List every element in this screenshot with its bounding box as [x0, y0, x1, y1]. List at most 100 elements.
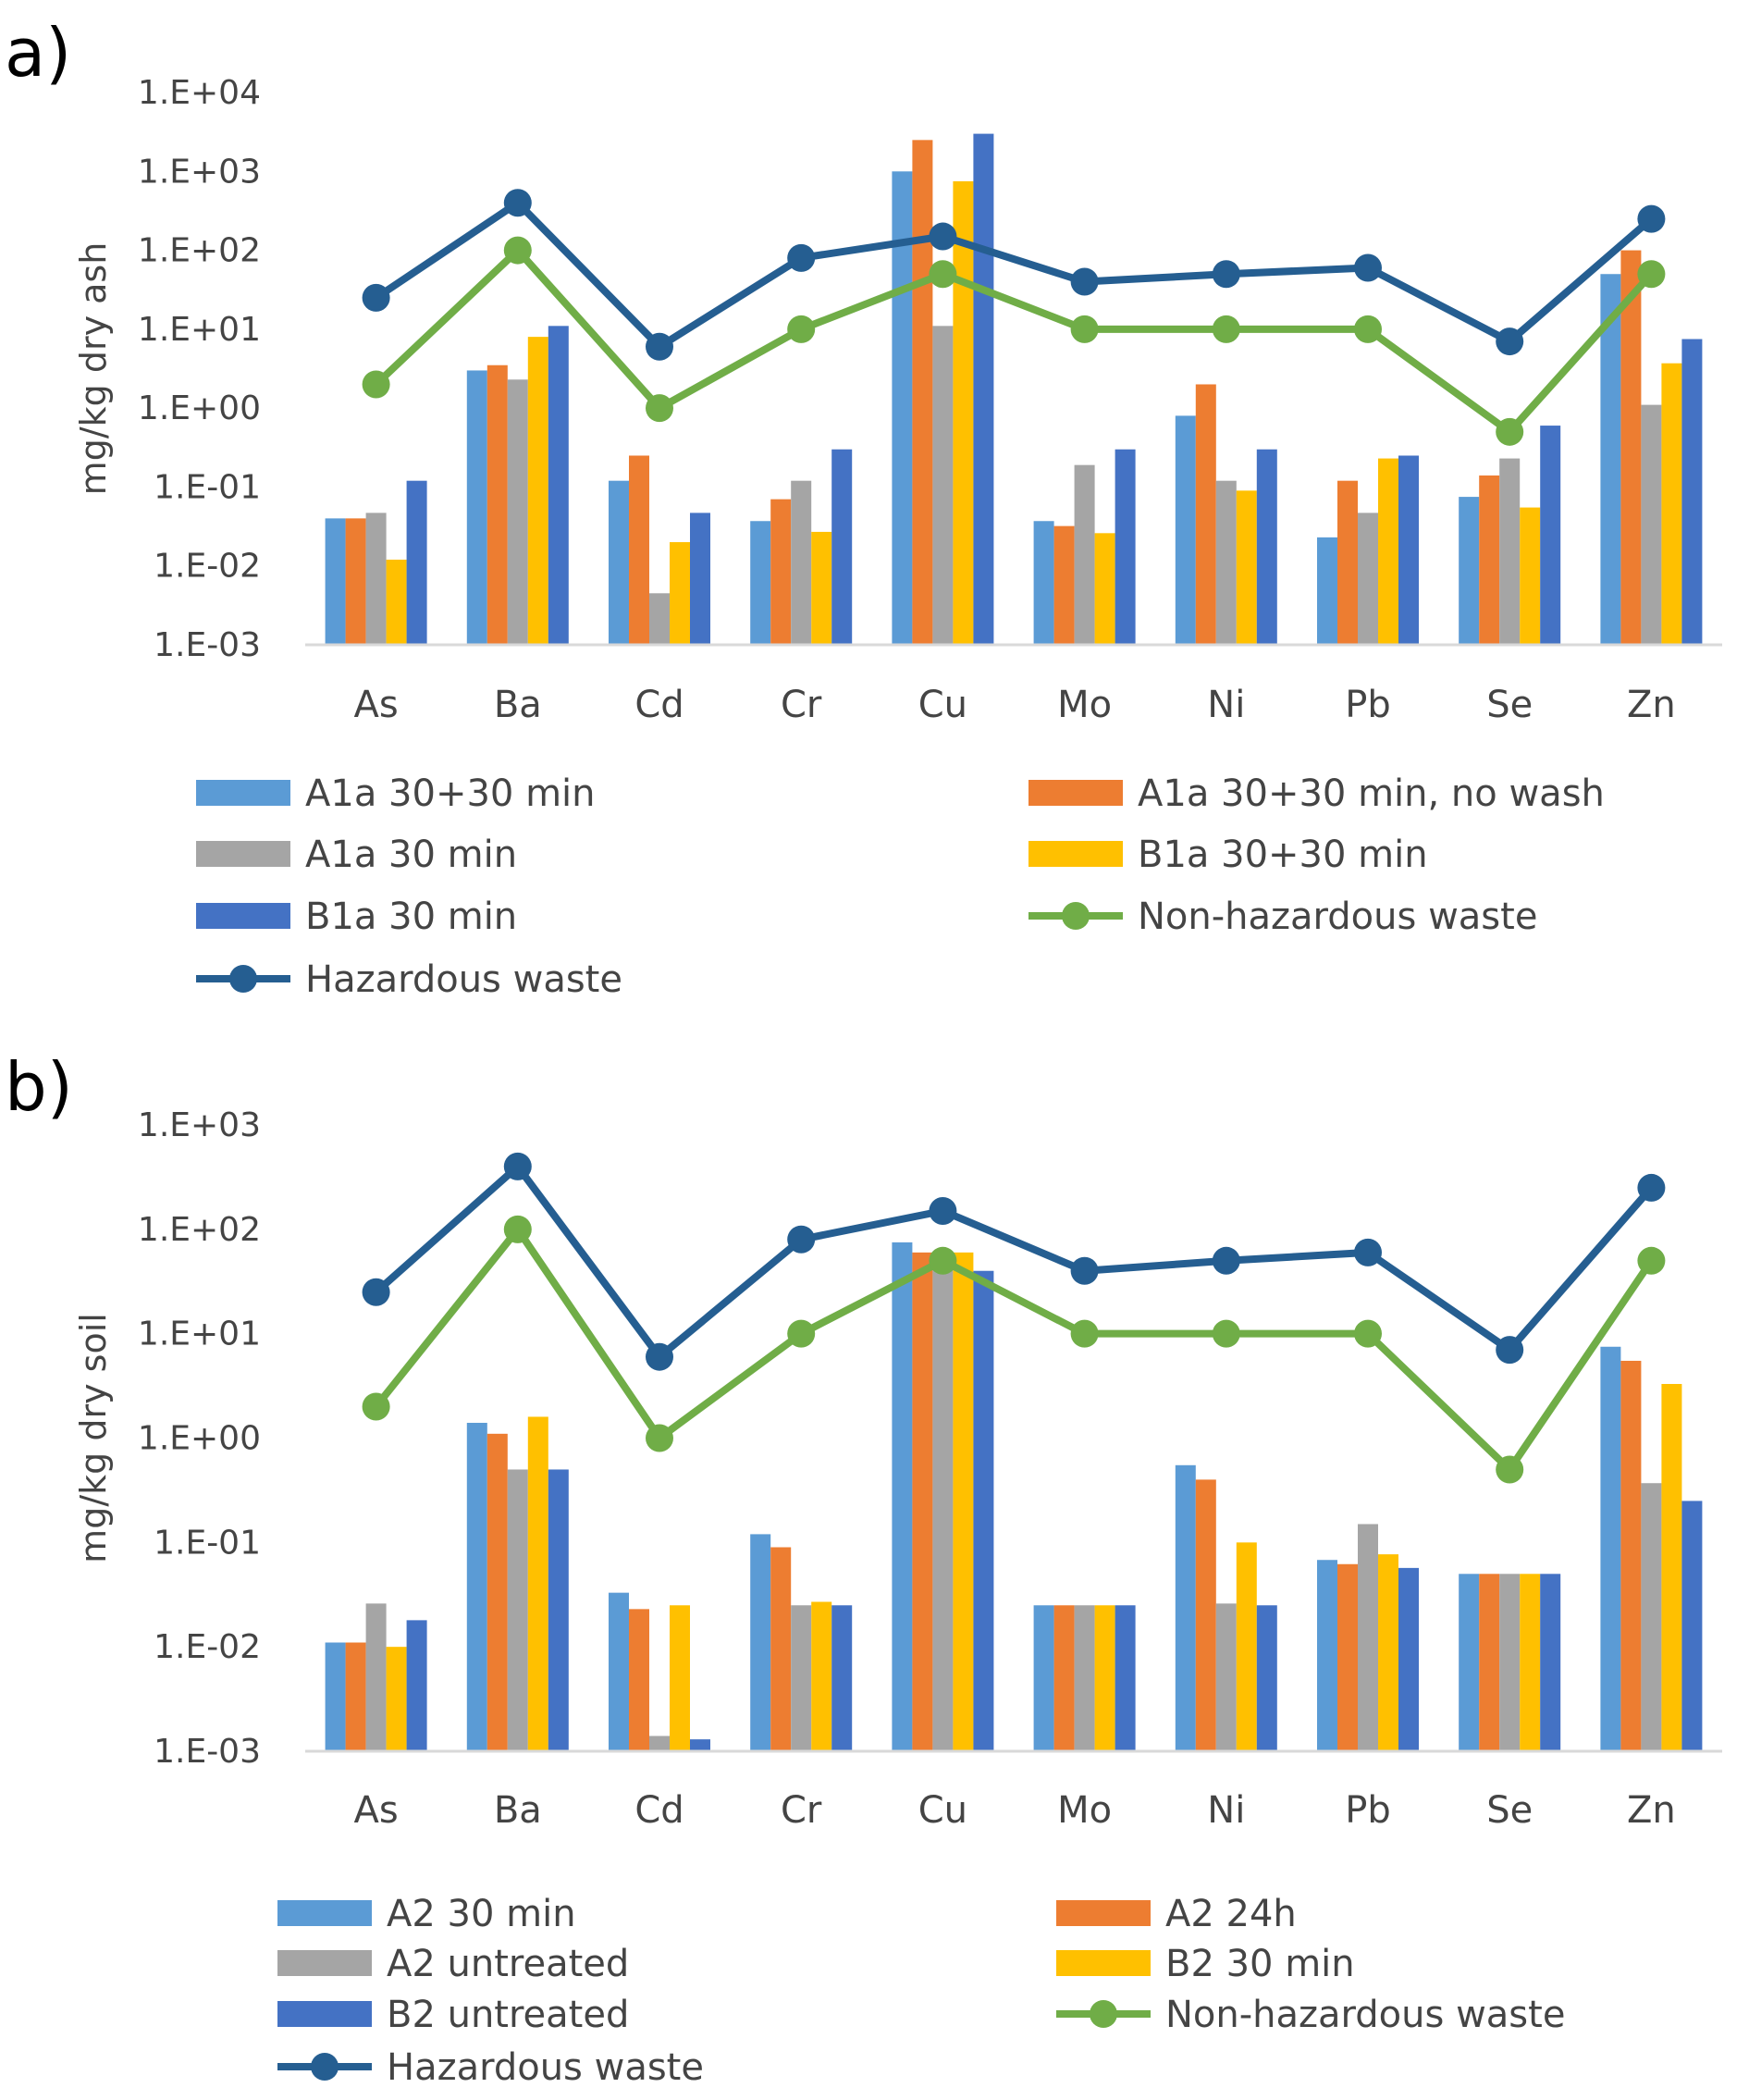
- bar: [1661, 1383, 1682, 1751]
- bar: [466, 370, 487, 645]
- x-tick-label: Ni: [1207, 684, 1245, 726]
- x-tick-label: Mo: [1057, 684, 1112, 726]
- line-marker: [646, 394, 673, 423]
- x-tick-label: As: [353, 684, 398, 726]
- bar: [649, 1736, 670, 1751]
- legend-swatch: [277, 2001, 372, 2027]
- legend-marker: [1090, 2000, 1117, 2028]
- bar: [690, 1739, 710, 1751]
- x-tick-label: Pb: [1345, 684, 1391, 726]
- bar: [1499, 458, 1521, 645]
- line-marker: [1354, 1238, 1382, 1266]
- legend-swatch: [1056, 1900, 1151, 1926]
- bar: [1215, 1603, 1237, 1751]
- series-line: [373, 1162, 1655, 1361]
- line-marker: [929, 222, 957, 251]
- bar: [1681, 339, 1703, 645]
- legend-label: Hazardous waste: [305, 958, 622, 1001]
- line-marker: [1354, 315, 1382, 343]
- bar: [953, 1252, 974, 1751]
- x-tick-label: Cd: [634, 684, 684, 726]
- legend-label: A2 24h: [1165, 1893, 1297, 1935]
- bar: [487, 1433, 508, 1751]
- line-marker: [1637, 204, 1666, 233]
- line-marker: [787, 1225, 816, 1254]
- bar: [811, 531, 832, 645]
- bar: [1620, 1360, 1642, 1751]
- series-line: [373, 246, 1655, 436]
- legend-swatch: [1028, 780, 1123, 806]
- x-tick-label: Ba: [494, 684, 542, 726]
- y-tick-label: 1.E+00: [138, 1420, 261, 1458]
- bar: [953, 180, 974, 645]
- series-line: [374, 199, 1655, 351]
- y-tick-label: 1.E-01: [154, 468, 261, 506]
- bar: [831, 449, 853, 645]
- line-marker: [503, 1152, 532, 1180]
- bar: [1479, 475, 1500, 645]
- bar: [932, 326, 954, 645]
- bar: [670, 542, 690, 645]
- y-tick-label: 1.E+02: [138, 232, 261, 270]
- legend-label: A1a 30+30 min: [305, 772, 596, 815]
- x-tick-label: Cu: [918, 1789, 967, 1832]
- legend-swatch: [277, 1900, 372, 1926]
- x-tick-label: Cd: [634, 1789, 684, 1832]
- bar: [1195, 384, 1216, 645]
- bar: [912, 140, 933, 646]
- bar: [1236, 1542, 1257, 1751]
- chart-panel-b: b) 1.E-03 1.E-02 1.E-01 1.E+00 1.E+01 1.E+02 1.…: [5, 1048, 1722, 2089]
- bar: [690, 513, 710, 645]
- x-tick-label: Se: [1486, 684, 1533, 726]
- bar: [1520, 507, 1541, 645]
- legend-label: Non-hazardous waste: [1138, 896, 1537, 938]
- y-tick-label: 1.E-02: [154, 1628, 261, 1666]
- bar: [1641, 404, 1662, 645]
- line-marker: [646, 1424, 673, 1452]
- bar: [1459, 497, 1480, 645]
- bar: [345, 1642, 366, 1751]
- bar: [1195, 1479, 1216, 1751]
- bar: [548, 326, 569, 645]
- line-marker: [1496, 417, 1524, 446]
- bar: [750, 521, 771, 645]
- x-tick-label: Pb: [1345, 1789, 1391, 1832]
- panel-label: b): [5, 1048, 73, 1126]
- bar: [1033, 1605, 1054, 1751]
- panel-label: a): [5, 14, 71, 92]
- bar: [365, 513, 387, 645]
- bar: [1317, 1560, 1337, 1751]
- bar: [1661, 363, 1682, 645]
- bar: [1215, 480, 1237, 645]
- bar: [629, 455, 649, 645]
- bar: [770, 499, 792, 645]
- bar: [1256, 449, 1277, 645]
- bar: [1053, 1605, 1075, 1751]
- line-marker: [787, 315, 816, 343]
- line-marker: [362, 370, 390, 399]
- y-tick-label: 1.E+00: [138, 389, 261, 427]
- bar: [912, 1252, 933, 1751]
- bar: [670, 1605, 690, 1751]
- legend-label: A1a 30 min: [305, 834, 517, 876]
- bar: [1459, 1574, 1480, 1751]
- legend-label: A2 untreated: [387, 1943, 629, 1985]
- bar: [811, 1601, 832, 1751]
- line-marker: [362, 1278, 390, 1306]
- legend-label: B1a 30 min: [305, 896, 517, 938]
- legend-swatch: [277, 1950, 372, 1976]
- legend-label: A2 30 min: [387, 1893, 576, 1935]
- x-tick-label: Zn: [1627, 684, 1676, 726]
- bar: [345, 518, 366, 645]
- legend-label: A1a 30+30 min, no wash: [1138, 772, 1605, 815]
- bar: [1378, 458, 1398, 645]
- bar: [1115, 449, 1136, 645]
- legend-label: Hazardous waste: [387, 2046, 704, 2089]
- line-marker: [1212, 315, 1240, 343]
- bar: [507, 1469, 528, 1751]
- bar: [1600, 1346, 1621, 1751]
- legend-label: B2 30 min: [1165, 1943, 1355, 1985]
- bar: [466, 1423, 487, 1751]
- bar: [1499, 1574, 1521, 1751]
